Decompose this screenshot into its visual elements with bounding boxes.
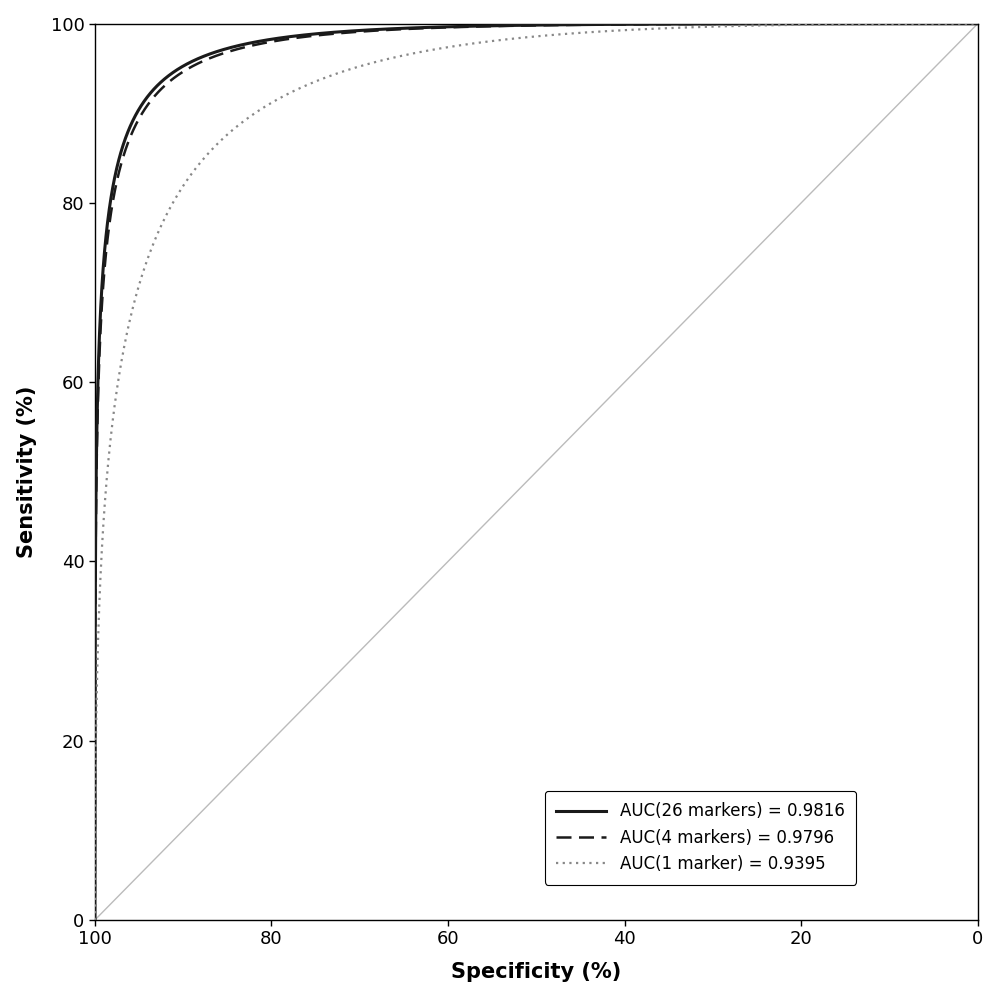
AUC(1 marker) = 0.9395	[427, 44, 439, 56]
AUC(1 marker) = 0.9395	[89, 914, 101, 926]
Legend: AUC(26 markers) = 0.9816, AUC(4 markers) = 0.9796, AUC(1 marker) = 0.9395: AUC(26 markers) = 0.9816, AUC(4 markers)…	[545, 791, 856, 885]
AUC(26 markers) = 0.9816	[466, 20, 478, 32]
AUC(26 markers) = 0.9816	[190, 54, 202, 66]
AUC(4 markers) = 0.9796	[190, 59, 202, 71]
AUC(26 markers) = 0.9816	[89, 913, 101, 925]
AUC(4 markers) = 0.9796	[859, 18, 871, 30]
AUC(1 marker) = 0.9395	[190, 163, 202, 175]
AUC(26 markers) = 0.9816	[954, 18, 966, 30]
AUC(1 marker) = 0.9395	[466, 38, 478, 50]
Line: AUC(26 markers) = 0.9816: AUC(26 markers) = 0.9816	[95, 24, 978, 919]
AUC(4 markers) = 0.9796	[954, 18, 966, 30]
AUC(26 markers) = 0.9816	[242, 38, 254, 50]
Y-axis label: Sensitivity (%): Sensitivity (%)	[17, 386, 37, 558]
AUC(1 marker) = 0.9395	[242, 112, 254, 124]
X-axis label: Specificity (%): Specificity (%)	[451, 962, 621, 982]
AUC(26 markers) = 0.9816	[427, 21, 439, 33]
Line: AUC(4 markers) = 0.9796: AUC(4 markers) = 0.9796	[95, 24, 978, 919]
AUC(4 markers) = 0.9796	[89, 913, 101, 925]
AUC(26 markers) = 0.9816	[972, 18, 984, 30]
AUC(26 markers) = 0.9816	[859, 18, 871, 30]
AUC(4 markers) = 0.9796	[242, 41, 254, 53]
AUC(4 markers) = 0.9796	[466, 21, 478, 33]
Line: AUC(1 marker) = 0.9395: AUC(1 marker) = 0.9395	[95, 24, 978, 920]
AUC(4 markers) = 0.9796	[427, 22, 439, 34]
AUC(1 marker) = 0.9395	[859, 18, 871, 30]
AUC(1 marker) = 0.9395	[954, 18, 966, 30]
AUC(1 marker) = 0.9395	[972, 18, 984, 30]
AUC(4 markers) = 0.9796	[972, 18, 984, 30]
